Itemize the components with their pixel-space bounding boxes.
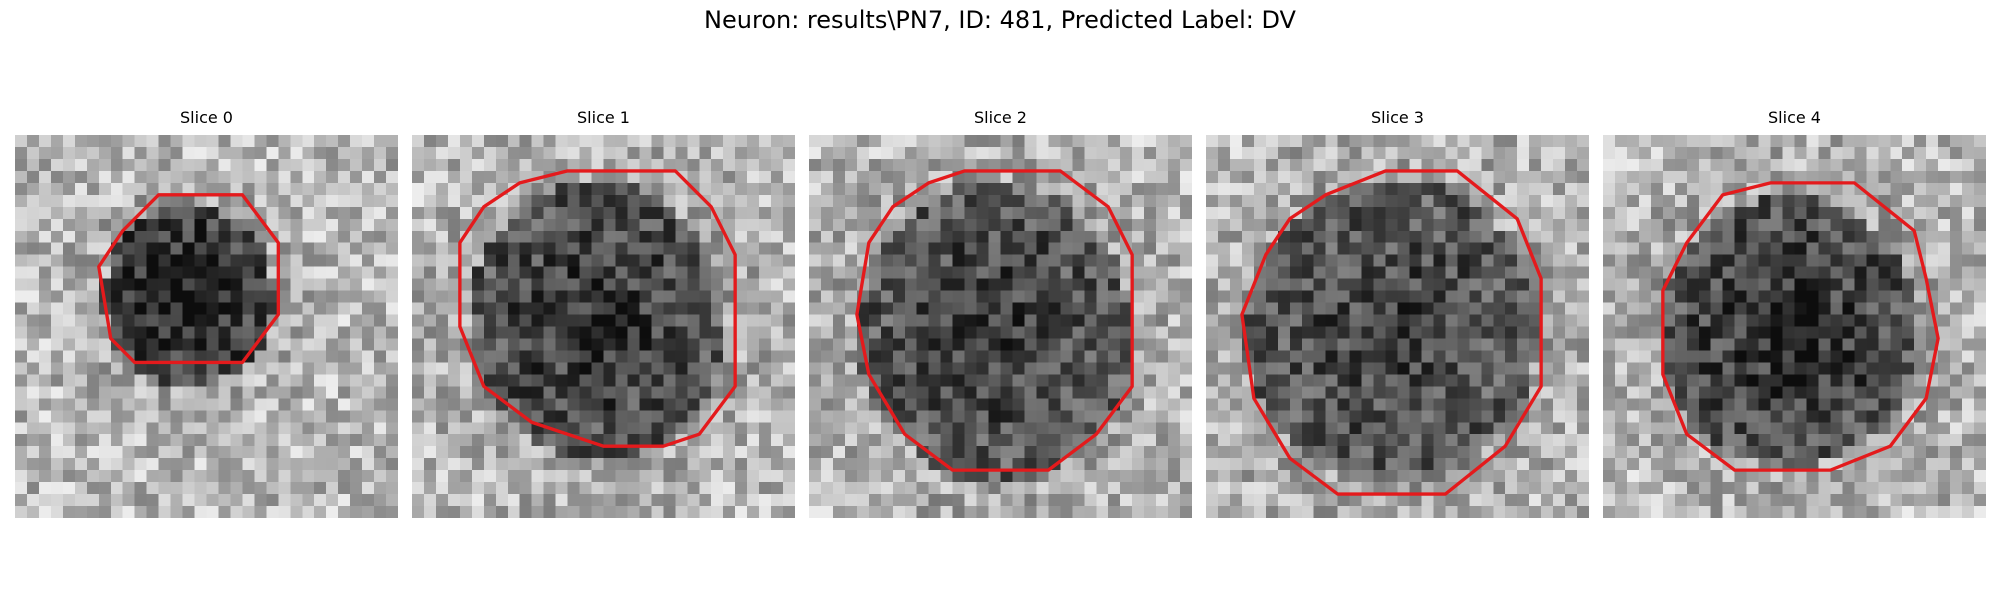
slice-panel-4: Slice 4 bbox=[1603, 108, 1986, 518]
slice-image-3 bbox=[1206, 135, 1589, 518]
slice-panel-0: Slice 0 bbox=[15, 108, 398, 518]
slice-panel-3: Slice 3 bbox=[1206, 108, 1589, 518]
segmentation-contour bbox=[1661, 181, 1940, 472]
slice-title-3: Slice 3 bbox=[1371, 108, 1424, 127]
slice-image-2 bbox=[809, 135, 1192, 518]
slice-title-1: Slice 1 bbox=[577, 108, 630, 127]
segmentation-contour bbox=[458, 169, 737, 448]
slice-image-0 bbox=[15, 135, 398, 518]
slice-panel-1: Slice 1 bbox=[412, 108, 795, 518]
segmentation-contour bbox=[855, 169, 1134, 472]
slice-panel-2: Slice 2 bbox=[809, 108, 1192, 518]
segmentation-contour bbox=[1240, 169, 1543, 496]
slice-title-0: Slice 0 bbox=[180, 108, 233, 127]
pixel-grid bbox=[1206, 135, 1589, 518]
segmentation-contour bbox=[97, 193, 280, 365]
pixel-grid bbox=[1603, 135, 1986, 518]
slice-image-1 bbox=[412, 135, 795, 518]
slice-title-2: Slice 2 bbox=[974, 108, 1027, 127]
pixel-grid bbox=[809, 135, 1192, 518]
figure-title: Neuron: results\PN7, ID: 481, Predicted … bbox=[704, 6, 1296, 34]
slice-title-4: Slice 4 bbox=[1768, 108, 1821, 127]
pixel-grid bbox=[15, 135, 398, 518]
slice-image-4 bbox=[1603, 135, 1986, 518]
pixel-grid bbox=[412, 135, 795, 518]
